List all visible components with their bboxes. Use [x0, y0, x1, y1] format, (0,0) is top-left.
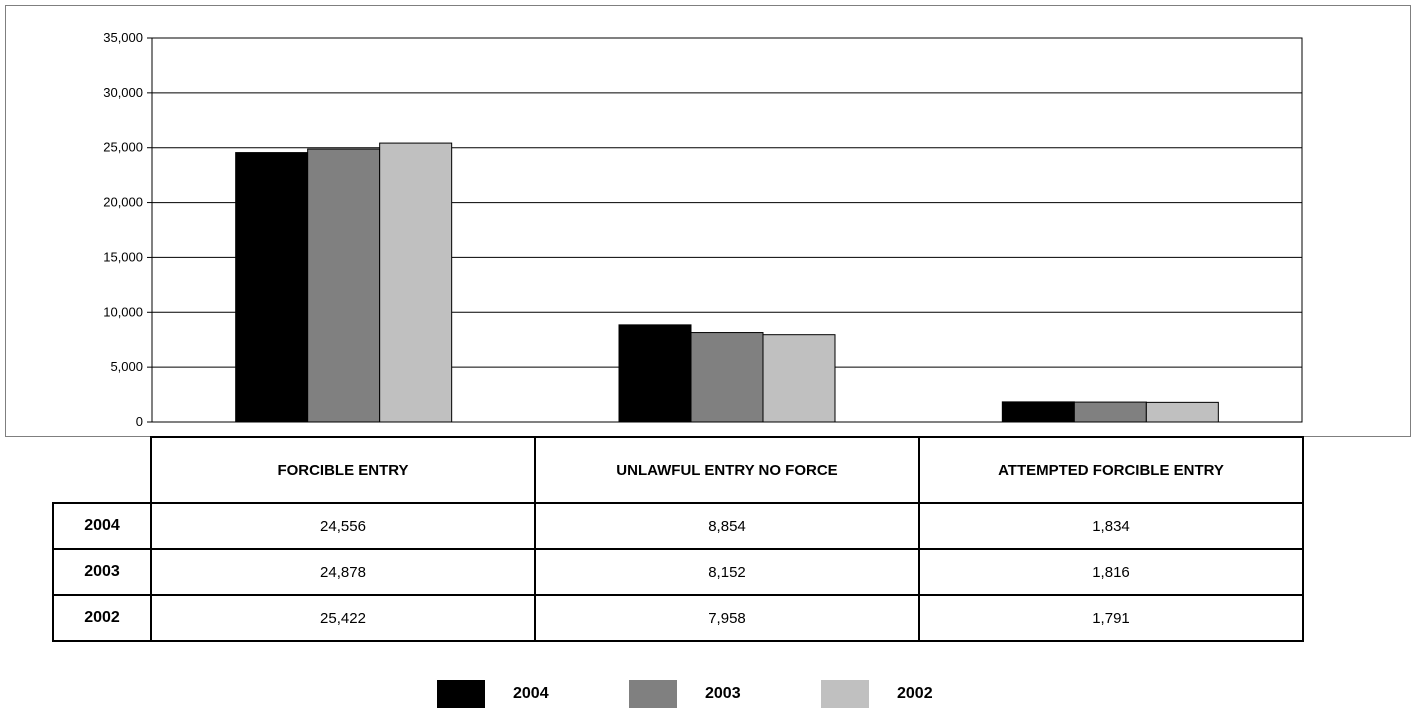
- table-row: 2002 25,422 7,958 1,791: [52, 594, 1304, 642]
- table-header-row: FORCIBLE ENTRY UNLAWFUL ENTRY NO FORCE A…: [53, 436, 1304, 504]
- table-row: 2004 24,556 8,854 1,834: [52, 502, 1304, 550]
- bar-2003-2: [1073, 401, 1147, 423]
- table-cell: 1,791: [918, 594, 1304, 642]
- legend-swatch-2004: [437, 680, 485, 708]
- legend-item-2002: 2002: [821, 680, 933, 708]
- y-tick-label: 0: [136, 414, 143, 429]
- table-row-label: 2003: [52, 548, 152, 596]
- legend-swatch-2002: [821, 680, 869, 708]
- legend-label-2002: 2002: [897, 685, 933, 702]
- legend-swatch-2003: [629, 680, 677, 708]
- legend-item-2004: 2004: [437, 680, 549, 708]
- table-header-unlawful-entry-no-force: UNLAWFUL ENTRY NO FORCE: [534, 436, 920, 504]
- bar-2004-2: [1001, 401, 1075, 423]
- bar-2002-1: [762, 334, 836, 423]
- table-row-label: 2004: [52, 502, 152, 550]
- bar-2003-0: [307, 148, 381, 423]
- table-cell: 1,834: [918, 502, 1304, 550]
- y-axis-ticks: 0 5,000 10,000 15,000 20,000 25,000 30,000 35,0…: [103, 30, 152, 429]
- table-row: 2003 24,878 8,152 1,816: [52, 548, 1304, 596]
- table-cell: 25,422: [150, 594, 536, 642]
- bar-2002-2: [1145, 401, 1219, 423]
- bar-2003-1: [690, 332, 764, 423]
- bar-2004-1: [618, 324, 692, 423]
- legend: 2004 2003 2002: [0, 680, 1416, 710]
- table-header-forcible-entry: FORCIBLE ENTRY: [150, 436, 536, 504]
- table-header-attempted-forcible-entry: ATTEMPTED FORCIBLE ENTRY: [918, 436, 1304, 504]
- legend-label-2004: 2004: [513, 685, 549, 702]
- bar-2002-0: [379, 142, 453, 423]
- chart-area: 0 5,000 10,000 15,000 20,000 25,000 30,000 35,0…: [5, 5, 1411, 437]
- plot-border: [151, 37, 1303, 423]
- y-tick-label: 10,000: [103, 304, 143, 319]
- table-corner-cell: [53, 437, 152, 504]
- table-cell: 24,878: [150, 548, 536, 596]
- data-table: FORCIBLE ENTRY UNLAWFUL ENTRY NO FORCE A…: [52, 436, 1304, 642]
- bar-chart: 0 5,000 10,000 15,000 20,000 25,000 30,000 35,0…: [103, 30, 1303, 429]
- table-cell: 8,152: [534, 548, 920, 596]
- table-cell: 7,958: [534, 594, 920, 642]
- bar-2004-0: [235, 152, 309, 423]
- table-cell: 8,854: [534, 502, 920, 550]
- legend-item-2003: 2003: [629, 680, 741, 708]
- y-tick-label: 25,000: [103, 140, 143, 155]
- table-cell: 24,556: [150, 502, 536, 550]
- table-row-label: 2002: [52, 594, 152, 642]
- y-tick-label: 35,000: [103, 30, 143, 45]
- bars: [235, 142, 1219, 423]
- legend-label-2003: 2003: [705, 685, 741, 702]
- table-cell: 1,816: [918, 548, 1304, 596]
- y-tick-label: 20,000: [103, 195, 143, 210]
- y-tick-label: 30,000: [103, 85, 143, 100]
- y-tick-label: 5,000: [110, 359, 143, 374]
- y-tick-label: 15,000: [103, 249, 143, 264]
